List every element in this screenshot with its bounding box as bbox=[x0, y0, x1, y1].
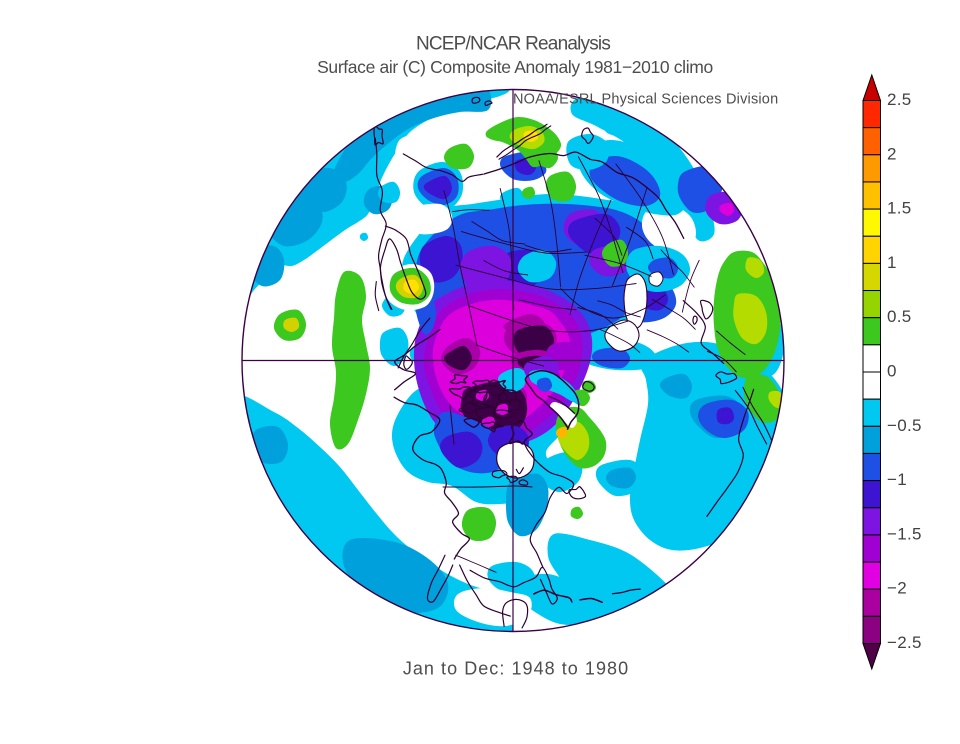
svg-text:−1.5: −1.5 bbox=[887, 524, 922, 543]
svg-text:1: 1 bbox=[887, 253, 897, 272]
svg-text:−0.5: −0.5 bbox=[887, 416, 922, 435]
svg-text:0: 0 bbox=[887, 362, 897, 381]
svg-text:Surface air (C) Composite Anom: Surface air (C) Composite Anomaly 1981−2… bbox=[317, 57, 713, 77]
svg-text:−1: −1 bbox=[887, 470, 907, 489]
svg-text:2.5: 2.5 bbox=[887, 90, 912, 109]
svg-text:−2.5: −2.5 bbox=[887, 633, 922, 652]
svg-text:0.5: 0.5 bbox=[887, 307, 912, 326]
svg-text:NOAA/ESRL Physical Sciences Di: NOAA/ESRL Physical Sciences Division bbox=[513, 92, 778, 108]
svg-text:−2: −2 bbox=[887, 579, 907, 598]
svg-text:NCEP/NCAR Reanalysis: NCEP/NCAR Reanalysis bbox=[416, 34, 610, 55]
svg-text:2: 2 bbox=[887, 144, 897, 163]
svg-text:1.5: 1.5 bbox=[887, 199, 912, 218]
svg-text:Jan to Dec: 1948 to 1980: Jan to Dec: 1948 to 1980 bbox=[403, 659, 629, 679]
